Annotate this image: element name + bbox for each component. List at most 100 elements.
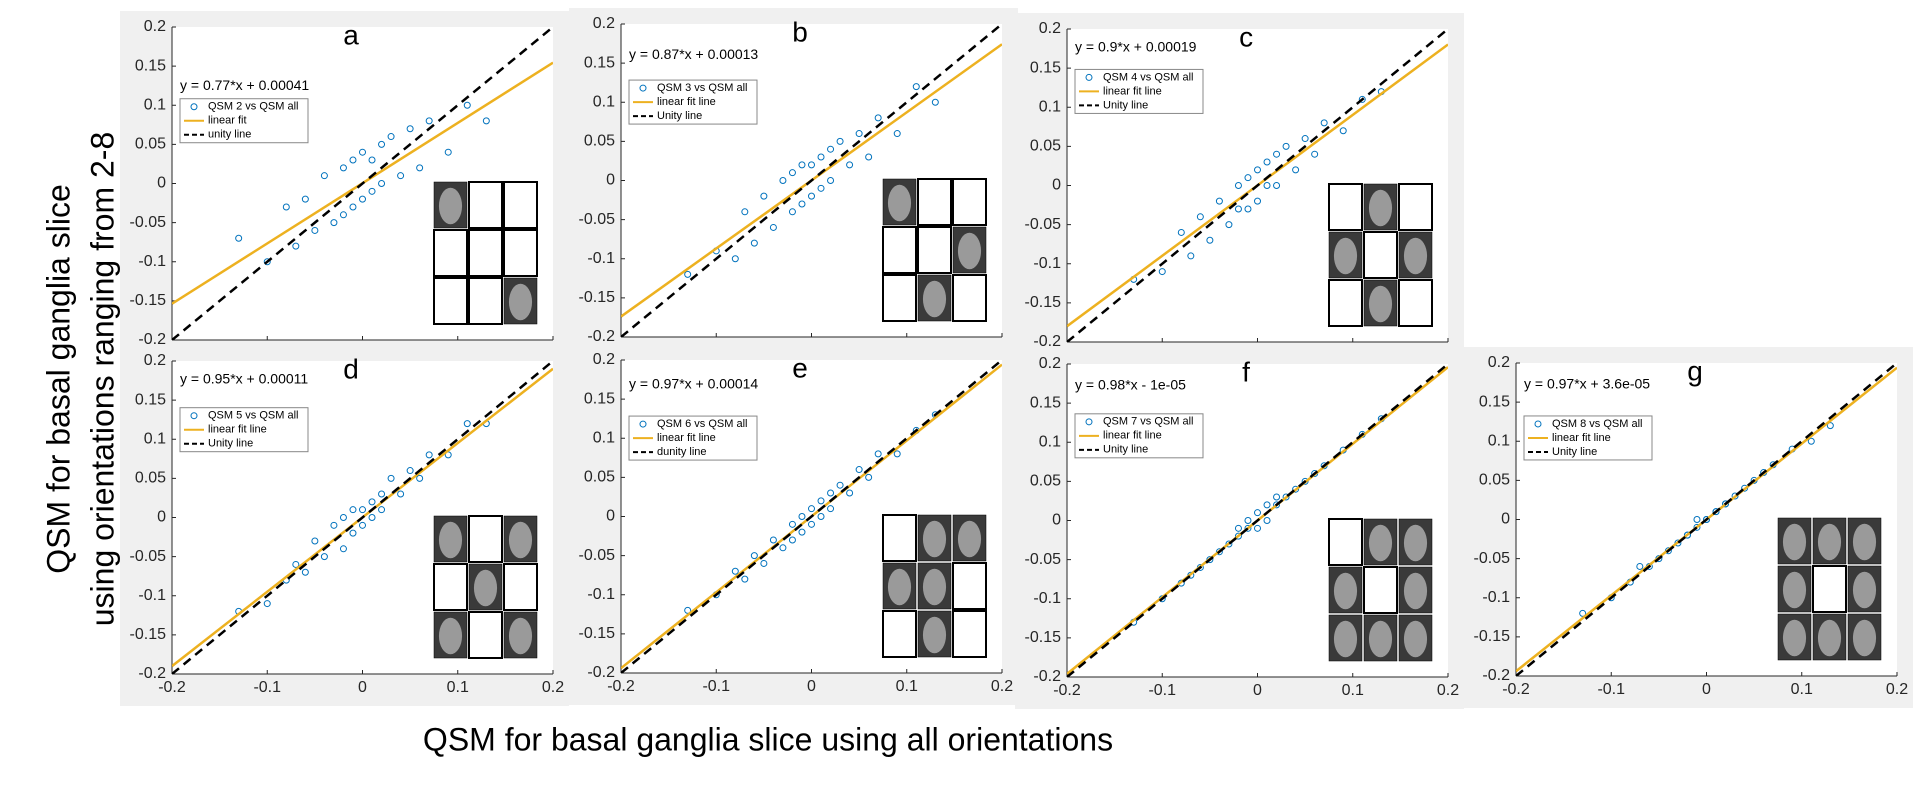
y-tick-label: 0.15 bbox=[135, 391, 166, 408]
point bbox=[292, 560, 300, 568]
x-axis-title: QSM for basal ganglia slice using all or… bbox=[423, 721, 1113, 757]
inset-head bbox=[957, 520, 982, 558]
point bbox=[1712, 508, 1720, 516]
point bbox=[1722, 500, 1730, 508]
inset-cell bbox=[882, 514, 917, 562]
y-tick-label: 0.1 bbox=[593, 429, 615, 446]
point bbox=[1254, 166, 1261, 174]
legend-label: QSM 6 vs QSM all bbox=[657, 418, 747, 430]
point bbox=[769, 223, 777, 231]
y-tick-label: -0.1 bbox=[1033, 255, 1061, 272]
legend-label: Unity line bbox=[1103, 444, 1148, 456]
point bbox=[1206, 236, 1214, 244]
x-tick-label: 0.2 bbox=[1437, 682, 1459, 699]
inset-head bbox=[438, 187, 463, 225]
inset-cell bbox=[468, 515, 503, 563]
point bbox=[339, 164, 347, 172]
legend-marker bbox=[639, 420, 647, 428]
point bbox=[1234, 524, 1242, 532]
point bbox=[482, 117, 490, 125]
panel-letter: d bbox=[343, 353, 359, 384]
panel-letter: c bbox=[1239, 21, 1253, 52]
inset-cell bbox=[433, 277, 468, 325]
legend-label: Unity line bbox=[1552, 446, 1597, 458]
fit-equation: y = 0.97*x + 0.00014 bbox=[629, 376, 758, 392]
y-tick-label: -0.2 bbox=[1482, 667, 1510, 684]
inset-head bbox=[1403, 620, 1428, 658]
y-tick-label: 0.1 bbox=[144, 96, 166, 113]
fit-equation: y = 0.97*x + 3.6e-05 bbox=[1524, 376, 1650, 392]
y-tick-label: -0.15 bbox=[579, 625, 616, 642]
y-tick-label: -0.05 bbox=[579, 211, 616, 228]
panel: -0.2 -0.1 0 0.1 0.2 -0.2 -0.15 -0.1 -0.05 0 0.05 0.… bbox=[1015, 348, 1464, 709]
point bbox=[1225, 221, 1233, 229]
inset-cell bbox=[468, 611, 503, 659]
inset-head bbox=[887, 568, 912, 606]
inset-head bbox=[922, 568, 947, 606]
legend-marker bbox=[1534, 420, 1542, 428]
unity-line bbox=[172, 361, 553, 674]
unity-line bbox=[172, 27, 553, 340]
point bbox=[760, 559, 768, 567]
point bbox=[444, 148, 452, 156]
y-tick-label: 0.05 bbox=[1030, 138, 1061, 155]
point bbox=[1292, 166, 1300, 174]
point bbox=[425, 451, 433, 459]
x-tick-label: -0.1 bbox=[1148, 682, 1176, 699]
point bbox=[1206, 556, 1214, 564]
x-tick-label: 0.1 bbox=[1342, 682, 1364, 699]
point bbox=[931, 98, 939, 106]
point bbox=[320, 172, 328, 180]
inset-head bbox=[1333, 237, 1358, 275]
point bbox=[874, 450, 882, 458]
inset-cell bbox=[433, 563, 468, 611]
inset-head bbox=[1403, 572, 1428, 610]
point bbox=[1282, 493, 1290, 501]
inset-head bbox=[1782, 619, 1807, 657]
inset-head bbox=[1403, 524, 1428, 562]
plot-marks bbox=[172, 361, 553, 674]
point bbox=[387, 133, 395, 141]
point bbox=[1244, 517, 1252, 524]
point bbox=[406, 467, 414, 475]
plot-marks bbox=[1067, 364, 1448, 677]
legend-label: linear fit line bbox=[1103, 430, 1162, 442]
legend-label: Unity line bbox=[1103, 99, 1148, 111]
unity-line bbox=[621, 360, 1002, 673]
inset-head bbox=[1333, 572, 1358, 610]
inset-cell bbox=[468, 277, 503, 325]
y-tick-label: 0.05 bbox=[584, 133, 615, 150]
y-tick-label: 0.2 bbox=[593, 351, 615, 368]
y-axis-title-line: QSM for basal ganglia slice bbox=[40, 184, 76, 574]
point bbox=[817, 184, 825, 192]
point bbox=[425, 117, 433, 125]
inset-cell bbox=[468, 229, 503, 277]
point bbox=[827, 177, 835, 184]
legend-label: linear fit line bbox=[1103, 85, 1162, 97]
x-tick-label: 0.2 bbox=[542, 679, 564, 696]
point bbox=[378, 140, 386, 148]
point bbox=[339, 211, 347, 219]
panel: -0.2 -0.1 0 0.1 0.2 -0.2 -0.15 -0.1 -0.05 0 0.05 0.… bbox=[1464, 347, 1913, 708]
y-tick-label: -0.05 bbox=[130, 214, 167, 231]
point bbox=[339, 514, 347, 521]
inset-cell bbox=[917, 226, 952, 274]
point bbox=[1215, 548, 1223, 556]
point bbox=[798, 528, 806, 536]
point bbox=[397, 490, 405, 498]
point bbox=[1292, 485, 1300, 493]
point bbox=[1273, 182, 1281, 189]
point bbox=[1254, 524, 1261, 532]
point bbox=[397, 172, 405, 180]
inset-head bbox=[922, 520, 947, 558]
y-tick-label: 0.15 bbox=[1479, 393, 1510, 410]
point bbox=[311, 537, 319, 545]
x-tick-label: -0.2 bbox=[607, 678, 635, 695]
legend-marker bbox=[190, 412, 198, 420]
point bbox=[416, 164, 424, 172]
point bbox=[359, 148, 366, 156]
point bbox=[1826, 422, 1834, 430]
inset-head bbox=[508, 617, 533, 655]
point bbox=[874, 114, 882, 122]
legend-label: linear fit line bbox=[657, 432, 716, 444]
